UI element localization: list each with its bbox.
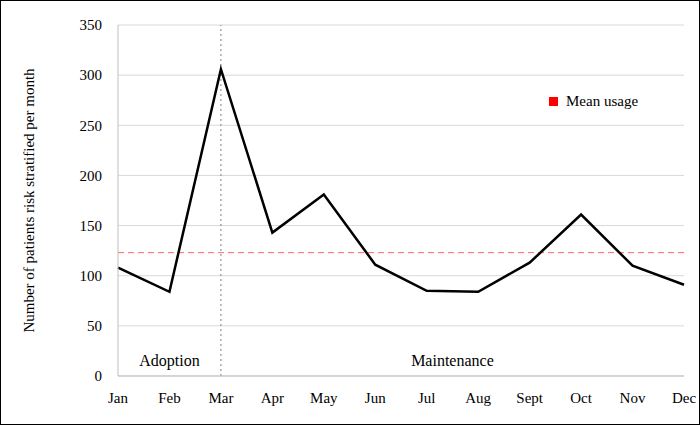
svg-text:250: 250 xyxy=(80,118,103,134)
svg-text:Jun: Jun xyxy=(365,390,386,406)
svg-text:50: 50 xyxy=(87,318,102,334)
svg-text:Sept: Sept xyxy=(516,390,544,406)
svg-text:Feb: Feb xyxy=(158,390,181,406)
svg-text:0: 0 xyxy=(95,368,103,384)
svg-text:Oct: Oct xyxy=(570,390,592,406)
svg-text:Nov: Nov xyxy=(620,390,646,406)
svg-text:150: 150 xyxy=(80,218,103,234)
svg-text:Jan: Jan xyxy=(108,390,128,406)
svg-text:200: 200 xyxy=(80,168,103,184)
svg-text:Number of patients risk strati: Number of patients risk stratified per m… xyxy=(21,68,37,333)
svg-text:Dec: Dec xyxy=(672,390,692,406)
svg-text:300: 300 xyxy=(80,67,103,83)
svg-text:Apr: Apr xyxy=(261,390,284,406)
html-text:Mean usage: Mean usage xyxy=(566,93,639,109)
svg-text:350: 350 xyxy=(80,17,103,33)
svg-text:Adoption: Adoption xyxy=(139,352,199,370)
svg-text:Jul: Jul xyxy=(418,390,436,406)
svg-text:100: 100 xyxy=(80,268,103,284)
svg-text:Maintenance: Maintenance xyxy=(411,352,494,369)
svg-text:May: May xyxy=(310,390,338,406)
svg-text:Aug: Aug xyxy=(465,390,491,406)
svg-text:Mar: Mar xyxy=(208,390,233,406)
